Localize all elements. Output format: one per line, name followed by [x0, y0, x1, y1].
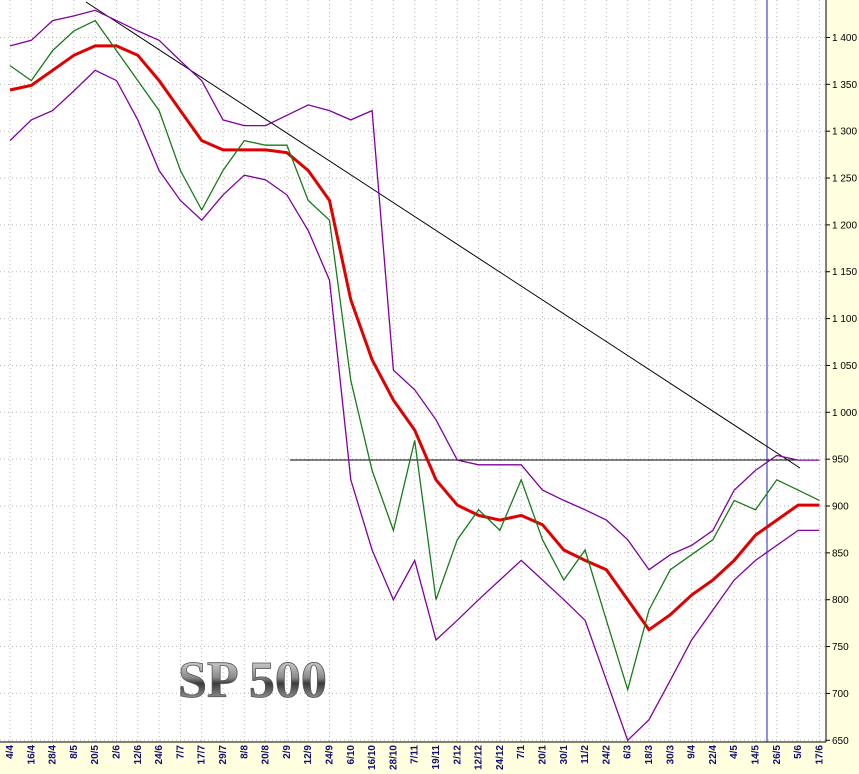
y-tick-label: 700	[832, 689, 849, 700]
x-tick-label: 2/6	[112, 745, 123, 759]
x-tick-label: 11/2	[580, 745, 591, 764]
x-tick-label: 2/9	[282, 745, 293, 759]
x-tick-label: 20/8	[261, 745, 272, 765]
x-tick-label: 6/10	[346, 745, 357, 765]
series-line	[9, 69, 820, 742]
x-tick-label: 12/12	[474, 745, 485, 770]
x-tick-label: 24/2	[601, 745, 612, 765]
x-tick-label: 22/4	[708, 745, 719, 765]
x-tick-label: 4/4	[5, 745, 16, 759]
plot-area	[0, 0, 826, 742]
y-tick-label: 1 300	[832, 127, 857, 138]
x-tick-label: 24/6	[154, 745, 165, 765]
x-tick-label: 16/4	[26, 745, 37, 765]
x-tick-label: 19/11	[431, 745, 442, 770]
x-tick-label: 5/6	[793, 745, 804, 759]
y-tick-label: 1 250	[832, 174, 857, 185]
y-tick-label: 900	[832, 502, 849, 513]
x-tick-label: 4/5	[729, 745, 740, 759]
x-tick-label: 7/7	[175, 745, 186, 759]
series-line	[9, 44, 820, 632]
x-axis-area	[0, 742, 859, 774]
x-tick-label: 7/1	[516, 745, 527, 759]
x-tick-label: 30/3	[665, 745, 676, 765]
x-tick-label: 26/5	[772, 745, 783, 765]
x-tick-label: 29/7	[218, 745, 229, 765]
y-tick-label: 1 050	[832, 361, 857, 372]
x-tick-label: 24/12	[495, 745, 506, 770]
x-tick-label: 28/4	[48, 745, 59, 765]
y-tick-label: 650	[832, 736, 849, 747]
x-tick-label: 28/10	[388, 745, 399, 770]
y-tick-label: 850	[832, 548, 849, 559]
series-line	[9, 19, 820, 693]
x-tick-label: 7/11	[410, 745, 421, 764]
x-tick-label: 17/6	[814, 745, 825, 765]
chart-title: SP 500	[178, 652, 327, 709]
x-tick-label: 30/1	[559, 745, 570, 765]
x-tick-label: 2/12	[452, 745, 463, 765]
x-tick-label: 8/8	[239, 745, 250, 759]
x-tick-label: 14/5	[751, 745, 762, 765]
y-tick-label: 1 400	[832, 33, 857, 44]
y-tick-label: 800	[832, 595, 849, 606]
x-tick-label: 12/9	[303, 745, 314, 765]
x-tick-label: 20/1	[538, 745, 549, 765]
y-axis-area	[826, 0, 859, 774]
y-tick-label: 750	[832, 642, 849, 653]
y-tick-label: 1 350	[832, 80, 857, 91]
x-tick-label: 9/4	[687, 745, 698, 759]
x-tick-label: 12/6	[133, 745, 144, 765]
x-tick-label: 18/3	[644, 745, 655, 765]
y-tick-label: 1 100	[832, 314, 857, 325]
x-tick-label: 8/5	[69, 745, 80, 759]
y-tick-label: 1 150	[832, 267, 857, 278]
x-tick-label: 17/7	[197, 745, 208, 765]
y-tick-label: 1 000	[832, 408, 857, 419]
x-tick-label: 6/3	[623, 745, 634, 759]
x-tick-label: 20/5	[90, 745, 101, 765]
x-tick-label: 24/9	[325, 745, 336, 765]
x-tick-label: 16/10	[367, 745, 378, 770]
series-line	[9, 9, 820, 571]
trend-line	[85, 1, 801, 469]
y-tick-label: 950	[832, 455, 849, 466]
y-tick-label: 1 200	[832, 220, 857, 231]
